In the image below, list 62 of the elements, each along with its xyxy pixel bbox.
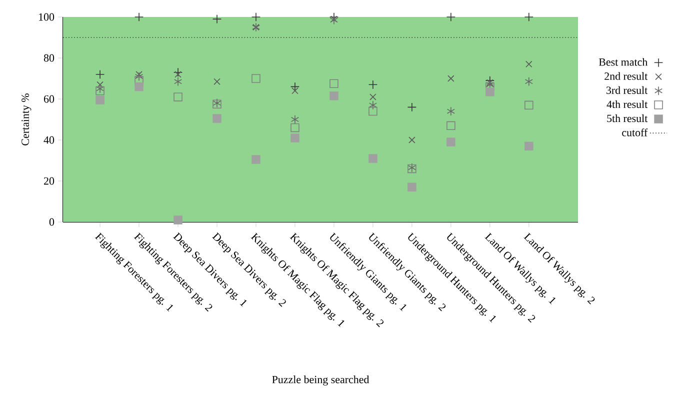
point bbox=[486, 87, 494, 96]
point bbox=[446, 121, 456, 130]
point bbox=[212, 114, 222, 123]
point bbox=[368, 106, 378, 116]
point bbox=[524, 100, 534, 110]
point bbox=[408, 136, 416, 144]
point bbox=[446, 138, 456, 146]
x-axis-title: Puzzle being searched bbox=[272, 376, 370, 386]
legend-label: 4th result bbox=[606, 100, 648, 108]
point bbox=[135, 72, 144, 82]
legend-label: Best match bbox=[598, 58, 648, 66]
point bbox=[134, 12, 144, 22]
y-tick-label: 60 bbox=[44, 95, 54, 103]
point bbox=[290, 123, 300, 132]
point bbox=[368, 80, 378, 90]
point bbox=[408, 182, 416, 192]
y-axis-title: Certainty % bbox=[22, 94, 32, 146]
point bbox=[252, 74, 260, 83]
point bbox=[214, 78, 220, 85]
point bbox=[524, 12, 534, 22]
point bbox=[136, 71, 142, 78]
legend-label: 3rd result bbox=[606, 86, 648, 94]
y-tick-label: 20 bbox=[44, 177, 54, 185]
point bbox=[448, 75, 454, 82]
point bbox=[292, 87, 298, 94]
point bbox=[174, 76, 182, 86]
y-tick-label: 80 bbox=[44, 54, 54, 62]
point bbox=[252, 155, 260, 164]
point bbox=[290, 82, 300, 92]
point bbox=[134, 82, 144, 92]
point bbox=[330, 92, 338, 100]
y-tick-label: 0 bbox=[49, 218, 54, 226]
point bbox=[526, 60, 532, 68]
y-tick-label: 100 bbox=[39, 13, 54, 21]
point bbox=[330, 15, 338, 25]
point bbox=[290, 134, 300, 142]
point bbox=[173, 68, 183, 77]
point bbox=[134, 76, 144, 85]
point bbox=[96, 96, 104, 104]
point bbox=[407, 102, 417, 112]
legend-label: 2nd result bbox=[604, 72, 648, 80]
legend-label: 5th result bbox=[607, 114, 648, 122]
point bbox=[174, 71, 182, 78]
point bbox=[290, 114, 299, 124]
point bbox=[446, 12, 456, 22]
point bbox=[174, 216, 182, 224]
point bbox=[524, 142, 534, 151]
point bbox=[330, 79, 338, 88]
point bbox=[212, 14, 222, 24]
point bbox=[486, 79, 494, 86]
y-tick-label: 40 bbox=[44, 136, 54, 144]
point bbox=[368, 100, 377, 110]
legend-label: cutoff bbox=[622, 128, 648, 136]
point bbox=[96, 81, 104, 88]
point bbox=[251, 12, 261, 22]
point bbox=[368, 154, 378, 163]
point bbox=[370, 94, 376, 100]
point bbox=[330, 16, 338, 22]
point bbox=[174, 92, 182, 102]
point bbox=[95, 70, 105, 79]
point bbox=[446, 106, 455, 116]
point bbox=[524, 76, 533, 86]
